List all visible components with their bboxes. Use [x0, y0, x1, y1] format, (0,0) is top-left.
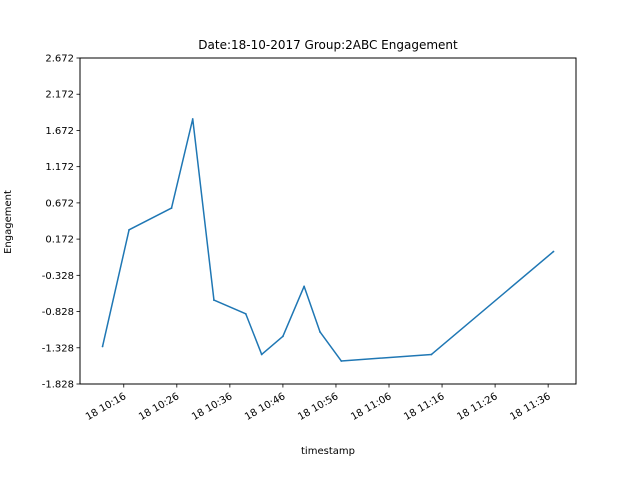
- y-tick-label: -1.328: [42, 343, 74, 354]
- y-axis-label: Engagement: [3, 190, 14, 254]
- data-point: [101, 345, 104, 348]
- data-point: [213, 299, 215, 302]
- data-point: [170, 207, 173, 210]
- x-axis-label: timestamp: [301, 446, 355, 457]
- y-tick-label: 1.672: [45, 126, 74, 137]
- data-point: [319, 331, 321, 333]
- y-tick-label: 0.672: [45, 198, 74, 209]
- y-tick-label: 0.172: [45, 235, 74, 246]
- series-layer: [101, 118, 555, 362]
- plot-frame: [79, 57, 577, 385]
- chart-title: Date:18-10-2017 Group:2ABC Engagement: [198, 38, 458, 52]
- data-point: [340, 360, 343, 362]
- data-point: [191, 118, 194, 120]
- y-tick-label: 2.172: [45, 90, 74, 101]
- data-point: [303, 285, 306, 288]
- data-point: [260, 353, 263, 356]
- data-point: [282, 335, 284, 338]
- data-point: [128, 228, 130, 231]
- data-point: [244, 312, 247, 315]
- y-tick-label: -1.828: [42, 380, 74, 391]
- y-tick-label: 2.672: [45, 54, 74, 65]
- y-axis-ticks: -1.828 -1.328 -0.828 -0.328 0.172 0.672 1.172 1…: [42, 54, 80, 391]
- data-point: [430, 353, 433, 356]
- y-tick-label: -0.328: [42, 271, 74, 282]
- y-tick-label: -0.828: [42, 307, 74, 318]
- y-tick-label: 1.172: [45, 162, 74, 173]
- data-point: [552, 250, 555, 253]
